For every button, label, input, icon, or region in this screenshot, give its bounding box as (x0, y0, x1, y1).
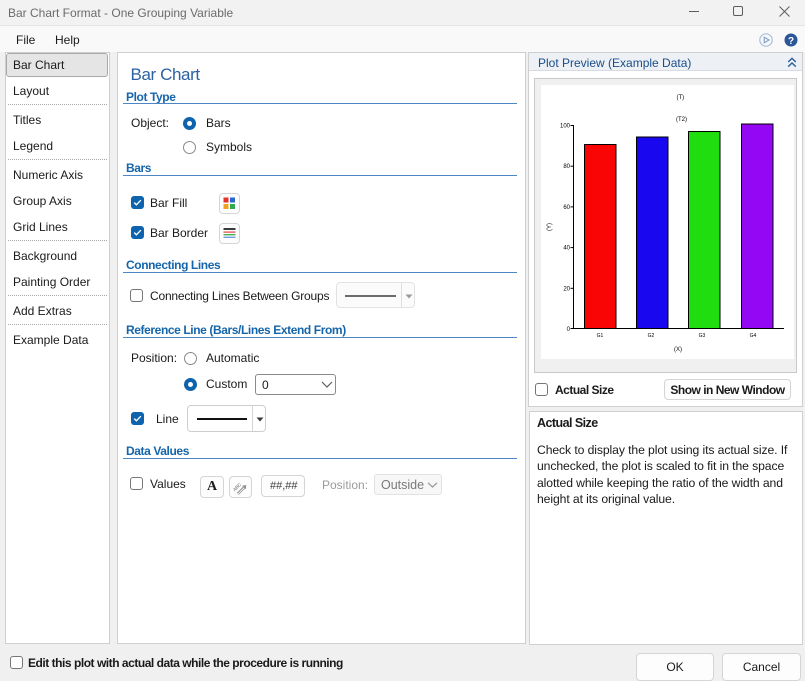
svg-text:G4: G4 (750, 333, 757, 339)
svg-text:60: 60 (563, 205, 570, 211)
svg-text:0: 0 (567, 327, 571, 333)
svg-text:100: 100 (560, 124, 571, 130)
svg-text:?: ? (788, 36, 794, 47)
svg-text:ABC: ABC (232, 482, 243, 493)
svg-text:40: 40 (563, 246, 570, 252)
svg-text:20: 20 (563, 286, 570, 292)
svg-text:(X): (X) (674, 347, 682, 353)
svg-text:G2: G2 (648, 333, 655, 339)
svg-text:G1: G1 (597, 333, 604, 339)
svg-text:(Y): (Y) (547, 223, 553, 231)
svg-text:(T2): (T2) (676, 117, 687, 123)
svg-text:(T): (T) (677, 95, 685, 101)
svg-text:80: 80 (563, 164, 570, 170)
svg-text:G3: G3 (699, 333, 706, 339)
